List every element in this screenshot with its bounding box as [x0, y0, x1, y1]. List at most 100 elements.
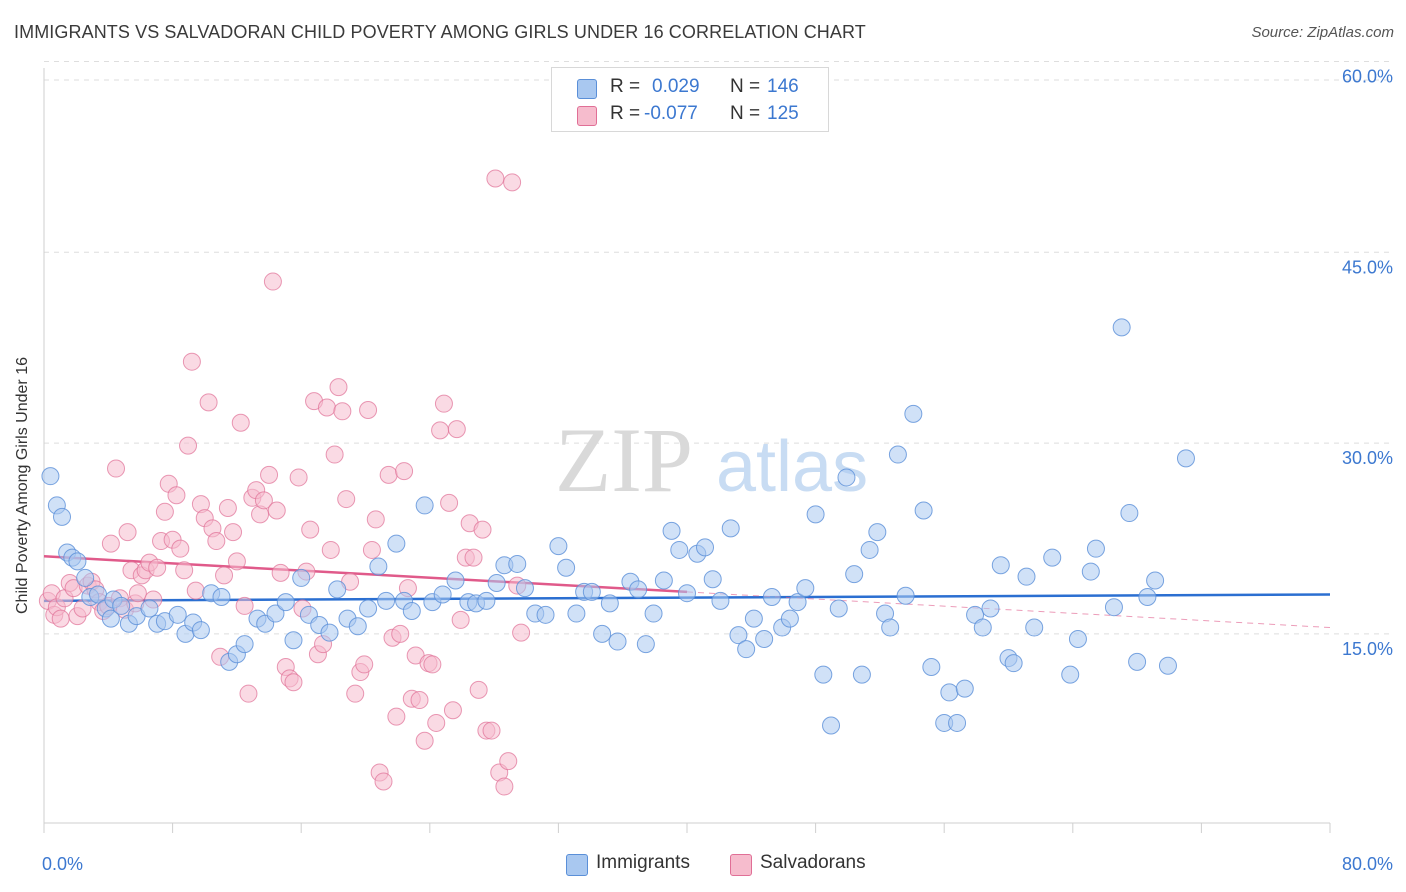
immigrant-point [762, 588, 781, 607]
salvadoran-point [423, 655, 442, 674]
immigrant-point [1104, 598, 1123, 617]
salvadoran-point [271, 563, 290, 582]
immigrant-point [41, 467, 60, 486]
immigrant-point [955, 679, 974, 698]
immigrant-point [636, 635, 655, 654]
immigrant-point [662, 521, 681, 540]
immigrant-point [549, 537, 568, 556]
immigrant-point [567, 604, 586, 623]
immigrant-point [737, 640, 756, 659]
legend-r-label: R = [610, 103, 641, 124]
salvadoran-point [512, 623, 531, 642]
salvadoran-point [329, 378, 348, 397]
immigrant-point [433, 585, 452, 604]
immigrant-point [292, 568, 311, 587]
immigrant-point [446, 571, 465, 590]
y-tick-label: 30.0% [1342, 448, 1393, 468]
salvadoran-point [337, 490, 356, 509]
immigrant-point [914, 501, 933, 520]
legend-r-value: 0.029 [652, 76, 700, 97]
y-tick-label: 45.0% [1342, 257, 1393, 277]
immigrant-point [369, 557, 388, 576]
immigrant-point [729, 626, 748, 645]
immigrant-point [780, 609, 799, 628]
immigrant-point [608, 632, 627, 651]
immigrant-point [593, 624, 612, 643]
watermark-atlas: atlas [716, 427, 868, 507]
immigrant-point [168, 605, 187, 624]
immigrant-point [328, 580, 347, 599]
immigrant-point [860, 540, 879, 559]
immigrant-point [678, 584, 696, 603]
immigrant-point [191, 621, 210, 640]
salvadoran-point [289, 468, 308, 487]
salvadoran-point [51, 609, 70, 628]
immigrant-point [1061, 665, 1080, 684]
y-tick-label: 15.0% [1342, 639, 1393, 659]
immigrant-point [53, 507, 72, 526]
tick-labels: 15.0% 30.0% 45.0% 60.0% 0.0% 80.0% [42, 67, 1393, 875]
immigrant-point [991, 556, 1010, 575]
salvadorans-trend-extension [686, 591, 1331, 629]
salvadoran-point [155, 502, 174, 521]
salvadoran-point [182, 352, 201, 371]
legend-n-value: 146 [767, 76, 799, 97]
watermark-zip: ZIP [555, 409, 693, 511]
salvadoran-point [239, 684, 258, 703]
salvadoran-point [267, 501, 286, 520]
immigrant-point [888, 445, 907, 464]
salvadoran-point [387, 707, 406, 726]
salvadoran-point [148, 558, 167, 577]
immigrant-point [515, 579, 534, 598]
watermark: ZIP atlas [555, 409, 868, 511]
legend-n-label: N = [730, 76, 761, 97]
salvadoran-point [175, 561, 194, 580]
salvadoran-point [440, 493, 459, 512]
immigrant-point [696, 538, 715, 557]
immigrant-point [814, 665, 833, 684]
immigrant-point [377, 591, 396, 610]
salvadoran-point [207, 532, 226, 551]
immigrant-point [1086, 539, 1105, 558]
immigrant-point [744, 609, 763, 628]
immigrant-point [1017, 567, 1036, 586]
immigrant-point [940, 683, 959, 702]
immigrant-point [140, 599, 159, 618]
immigrant-point [629, 580, 648, 599]
salvadoran-point [260, 465, 279, 484]
salvadoran-point [495, 777, 514, 796]
immigrant-point [387, 534, 406, 553]
salvadoran-point [333, 402, 352, 421]
x-tick-label: 0.0% [42, 854, 83, 874]
salvadoran-point [346, 684, 365, 703]
salvadoran-point [227, 552, 246, 571]
legend-n-value: 125 [767, 103, 799, 124]
immigrants-points [41, 318, 1195, 735]
immigrant-point [235, 635, 254, 654]
salvadoran-point [284, 673, 303, 692]
immigrant-point [582, 582, 601, 601]
immigrant-point [755, 629, 774, 648]
salvadoran-point [473, 520, 492, 539]
salvadoran-point [503, 173, 522, 192]
immigrant-point [536, 605, 555, 624]
salvadoran-point [374, 772, 393, 791]
salvadoran-point [464, 548, 483, 567]
immigrant-point [644, 604, 663, 623]
immigrant-point [788, 593, 807, 612]
legend-row-salvadorans: R = -0.077 N = 125 [552, 102, 828, 128]
axes [43, 68, 1331, 833]
immigrant-point [276, 593, 295, 612]
salvadoran-point [355, 655, 374, 674]
immigrant-point [973, 618, 992, 637]
salvadoran-point [179, 436, 198, 455]
salvadoran-point [499, 752, 518, 771]
immigrant-point [948, 713, 967, 732]
immigrant-point [904, 404, 923, 423]
immigrant-point [508, 554, 527, 573]
salvadoran-point [317, 398, 336, 417]
salvadoran-point [486, 169, 505, 188]
legend-r-value: -0.077 [644, 103, 698, 124]
immigrant-point [600, 594, 619, 613]
